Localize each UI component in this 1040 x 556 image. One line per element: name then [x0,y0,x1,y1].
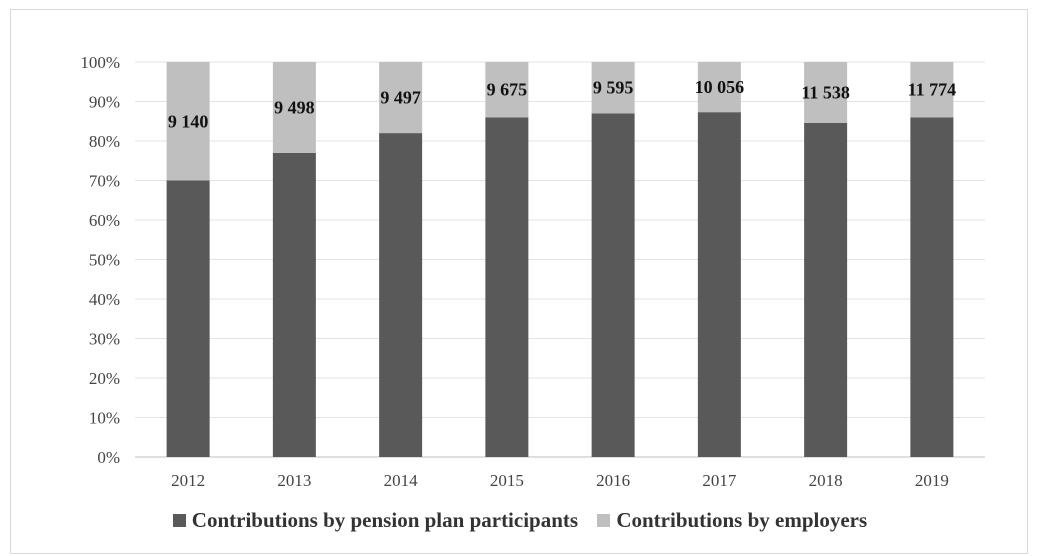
bar-employers [697,62,741,113]
bar-participants [804,122,848,457]
y-tick-label: 90% [89,93,120,112]
bar-participants [697,112,741,457]
data-label: 11 774 [908,80,957,100]
bar-participants [379,133,423,457]
data-label: 9 498 [274,97,315,117]
y-tick-label: 80% [89,132,120,151]
x-tick-label: 2013 [277,471,311,490]
legend-swatch-employers [597,514,611,527]
stacked-bar-chart: 0%10%20%30%40%50%60%70%80%90%100% 2012 20… [80,53,985,490]
x-tick-label: 2012 [171,471,205,490]
data-label: 9 140 [168,111,209,131]
x-tick-label: 2018 [809,471,843,490]
x-tick-label: 2017 [702,471,737,490]
y-tick-label: 100% [80,53,120,72]
y-tick-label: 0% [97,448,120,467]
data-label: 9 497 [380,88,421,108]
data-label: 9 595 [593,78,634,98]
bar-participants [272,152,316,457]
bar-employers [910,62,954,118]
bar-participants [485,117,529,458]
legend-label-employers: Contributions by employers [616,508,868,532]
x-tick-label: 2016 [596,471,630,490]
y-tick-label: 10% [89,409,120,428]
bar-employers [591,62,635,114]
x-tick-label: 2014 [384,471,419,490]
y-axis-tick-labels: 0% 10% 20% 30% 40% 50% 60% 70% 80% 90% 100% [80,53,120,467]
y-tick-label: 50% [89,251,120,270]
legend: Contributions by pension plan participan… [0,508,1040,533]
bar-employers [166,62,210,181]
bar-employers [485,62,529,118]
bar-employers [272,62,316,153]
gridlines [135,61,985,458]
bar-employers [804,62,848,123]
y-tick-label: 30% [89,330,120,349]
data-label: 9 675 [487,80,528,100]
bar-participants [910,117,954,458]
bars [166,62,954,458]
bar-employers [379,62,423,134]
legend-label-participants: Contributions by pension plan participan… [191,508,579,532]
x-tick-label: 2015 [490,471,524,490]
bar-participants [166,180,210,457]
legend-item-employers: Contributions by employers [597,508,867,533]
data-label: 10 056 [695,77,745,97]
y-tick-label: 70% [89,172,120,191]
legend-swatch-participants [172,514,186,527]
bar-participants [591,113,635,457]
data-label: 11 538 [801,82,850,102]
y-tick-label: 60% [89,211,120,230]
data-labels: 9 140 9 498 9 497 9 675 9 595 10 056 11 538 11 … [168,77,956,131]
legend-item-participants: Contributions by pension plan participan… [172,508,579,533]
y-tick-label: 40% [89,290,120,309]
x-axis-tick-labels: 2012 2013 2014 2015 2016 2017 2018 2019 [171,471,949,490]
x-tick-label: 2019 [915,471,949,490]
y-tick-label: 20% [89,369,120,388]
